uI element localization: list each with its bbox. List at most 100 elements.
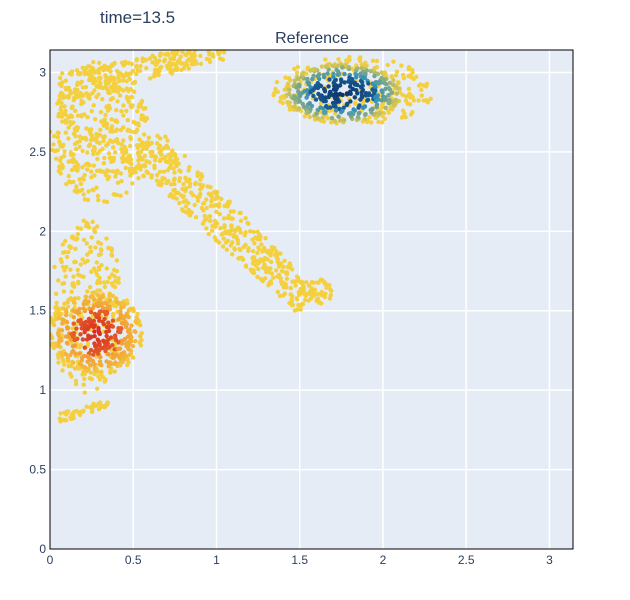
point-upper-left-fan — [126, 99, 131, 104]
point-diagonal-tail — [242, 233, 247, 238]
point-upper-left-fan — [93, 137, 99, 142]
point-upper-arm — [140, 56, 145, 61]
point-upper-arm — [153, 73, 158, 78]
point-upper-right-core — [387, 80, 392, 86]
point-upper-left-fan — [95, 133, 101, 139]
point-left-core — [95, 369, 100, 374]
point-diagonal-tail — [250, 261, 256, 266]
point-left-core — [84, 337, 90, 342]
point-upper-right-outer — [408, 112, 414, 117]
point-diagonal-tail — [181, 199, 186, 204]
point-upper-left-fan — [103, 173, 109, 178]
point-upper-left-fan — [59, 100, 64, 106]
point-upper-right-outer — [419, 87, 424, 93]
point-upper-right-core — [383, 95, 388, 100]
point-upper-left-fan — [119, 179, 124, 184]
point-upper-left-fan — [121, 103, 126, 108]
point-left-lobe-outer — [116, 276, 121, 281]
point-diagonal-tail — [236, 227, 241, 232]
point-upper-left-fan — [60, 119, 65, 124]
point-diagonal-tail — [289, 297, 294, 302]
point-left-core — [110, 343, 115, 348]
point-left-core — [76, 310, 82, 315]
point-left-lobe-outer — [73, 246, 78, 251]
point-left-core — [104, 324, 110, 330]
point-upper-left-fan — [124, 108, 129, 114]
point-upper-arm — [79, 79, 85, 85]
point-diagonal-tail — [226, 201, 232, 206]
point-left-lobe-outer — [72, 259, 77, 265]
point-upper-right-core — [292, 81, 297, 87]
point-left-core — [66, 334, 71, 339]
point-upper-right-core — [373, 80, 379, 85]
point-diagonal-tail — [225, 238, 230, 243]
point-left-lobe-outer — [114, 258, 120, 263]
point-upper-left-fan — [87, 142, 93, 147]
point-upper-right-core — [315, 74, 320, 79]
point-left-lobe-outer — [114, 280, 120, 285]
gridlines — [50, 50, 573, 549]
point-diagonal-tail — [229, 224, 234, 229]
point-upper-left-fan — [114, 107, 119, 113]
point-upper-left-fan — [106, 89, 111, 94]
point-upper-right-outer — [336, 57, 341, 62]
point-upper-left-fan — [117, 70, 122, 76]
point-upper-right-core — [380, 113, 385, 119]
point-upper-right-outer — [408, 95, 413, 100]
point-upper-left-fan — [136, 123, 141, 128]
point-diagonal-tail — [193, 215, 199, 220]
point-upper-left-fan — [130, 181, 135, 186]
point-diagonal-tail — [278, 251, 283, 256]
point-upper-right-outer — [345, 59, 351, 64]
point-upper-arm — [126, 60, 131, 66]
point-diagonal-tail — [142, 144, 147, 149]
point-left-lobe-outer — [56, 360, 61, 365]
point-upper-right-core — [319, 64, 325, 69]
point-diagonal-tail — [168, 192, 173, 197]
point-left-lobe-outer — [54, 300, 59, 306]
point-diagonal-tail — [209, 198, 214, 203]
point-diagonal-tail — [296, 278, 301, 284]
point-diagonal-tail — [231, 209, 236, 214]
point-upper-right-outer — [428, 96, 433, 102]
point-upper-left-fan — [107, 155, 113, 160]
point-upper-left-fan — [115, 99, 120, 104]
point-upper-right-core — [357, 103, 362, 108]
point-diagonal-tail — [257, 237, 262, 242]
point-left-lobe-outer — [62, 238, 68, 244]
point-upper-left-fan — [91, 103, 96, 108]
point-diagonal-tail — [257, 260, 262, 265]
point-left-core — [122, 314, 128, 319]
point-diagonal-tail — [238, 247, 243, 253]
point-left-core — [70, 308, 76, 313]
point-diagonal-tail — [278, 261, 284, 266]
point-upper-left-fan — [80, 85, 86, 90]
point-left-core — [121, 354, 126, 360]
point-upper-arm — [127, 71, 132, 77]
point-diagonal-tail — [193, 180, 198, 186]
point-upper-right-core — [323, 95, 328, 100]
point-upper-arm — [178, 54, 183, 59]
point-left-lobe-outer — [69, 289, 74, 294]
point-diagonal-tail — [207, 214, 212, 219]
point-upper-right-core — [360, 80, 365, 85]
point-diagonal-tail — [206, 231, 211, 237]
point-upper-left-fan — [52, 148, 57, 154]
point-diagonal-tail — [135, 151, 141, 156]
point-upper-left-fan — [63, 112, 68, 117]
point-left-core — [66, 297, 71, 302]
point-upper-left-fan — [71, 152, 76, 157]
y-tick-label: 2.5 — [29, 145, 46, 159]
point-upper-right-core — [383, 70, 388, 76]
point-diagonal-tail-tip — [308, 296, 314, 301]
point-left-core — [138, 333, 143, 339]
point-upper-left-fan — [125, 118, 130, 123]
point-upper-right-core — [310, 76, 315, 82]
point-upper-right-core — [375, 71, 380, 77]
point-left-core — [88, 347, 94, 353]
point-diagonal-tail — [291, 279, 296, 284]
point-upper-left-fan — [128, 173, 133, 178]
point-diagonal-tail — [204, 217, 209, 222]
point-left-lobe-outer — [74, 236, 79, 241]
point-left-core — [112, 369, 117, 374]
